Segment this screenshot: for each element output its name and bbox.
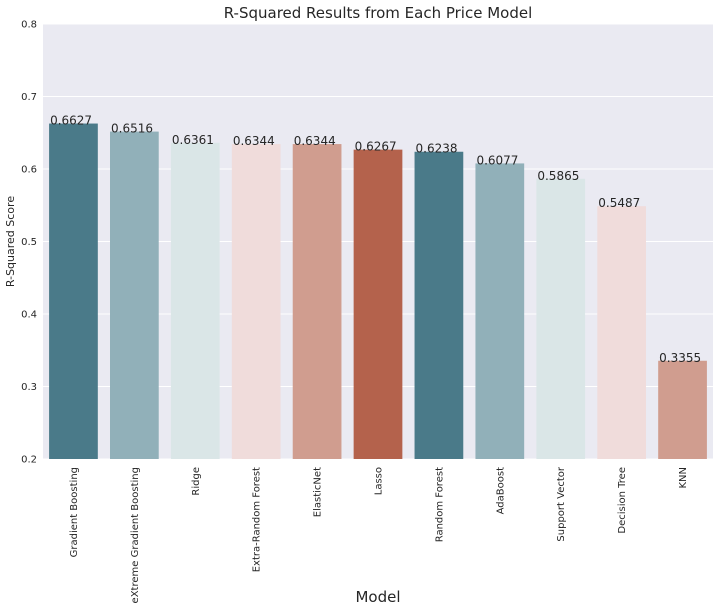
bar (231, 144, 281, 459)
x-tick-label: Support Vector (556, 466, 567, 541)
y-tick-label: 0.3 (21, 382, 37, 393)
y-tick-label: 0.6 (21, 165, 37, 176)
bar (475, 163, 525, 460)
x-tick-label: eXtreme Gradient Boosting (130, 467, 141, 603)
y-tick-label: 0.5 (21, 237, 37, 248)
bar-value-label: 0.6516 (111, 122, 153, 136)
bar (536, 178, 586, 459)
x-tick-label: Gradient Boosting (69, 467, 80, 557)
y-axis-ticks: 0.2 0.3 0.4 0.5 0.6 0.7 0.8 (21, 20, 37, 466)
bar (597, 206, 646, 459)
bar-value-label: 0.6077 (476, 153, 518, 167)
x-tick-label: Decision Tree (617, 467, 628, 534)
x-axis-label: Model (355, 588, 400, 606)
bar-value-label: 0.6238 (416, 142, 458, 156)
bar-value-label: 0.5487 (598, 196, 640, 210)
y-axis-label: R-Squared Score (4, 196, 17, 287)
bar-value-label: 0.3355 (659, 351, 701, 365)
bar (414, 151, 464, 459)
bar (292, 144, 342, 459)
data-labels: 0.6627 0.6516 0.6361 0.6344 0.6344 0.6267 0.62… (50, 114, 701, 365)
chart-title: R-Squared Results from Each Price Model (224, 4, 533, 22)
bar-value-label: 0.5865 (537, 169, 579, 183)
bar-value-label: 0.6344 (233, 134, 275, 148)
y-tick-label: 0.8 (21, 20, 37, 31)
bars (49, 123, 707, 460)
x-tick-label: Extra-Random Forest (252, 467, 263, 572)
y-tick-label: 0.7 (21, 92, 37, 103)
x-tick-label: Ridge (191, 467, 202, 496)
y-tick-label: 0.2 (21, 455, 37, 466)
bar-value-label: 0.6267 (355, 140, 397, 154)
bar-value-label: 0.6361 (172, 133, 214, 147)
bar (658, 360, 707, 459)
x-tick-label: Random Forest (434, 467, 445, 542)
bar (353, 149, 403, 459)
y-tick-label: 0.4 (21, 310, 37, 321)
x-tick-label: AdaBoost (495, 467, 506, 514)
bar (49, 123, 98, 459)
x-axis-ticks: Gradient Boosting eXtreme Gradient Boosti… (69, 466, 689, 603)
bar-value-label: 0.6344 (294, 134, 336, 148)
bar (170, 142, 220, 459)
x-tick-label: ElasticNet (313, 467, 324, 517)
bar (110, 131, 159, 459)
bar-value-label: 0.6627 (50, 114, 92, 128)
x-tick-label: KNN (678, 467, 689, 489)
x-tick-label: Lasso (374, 467, 385, 495)
